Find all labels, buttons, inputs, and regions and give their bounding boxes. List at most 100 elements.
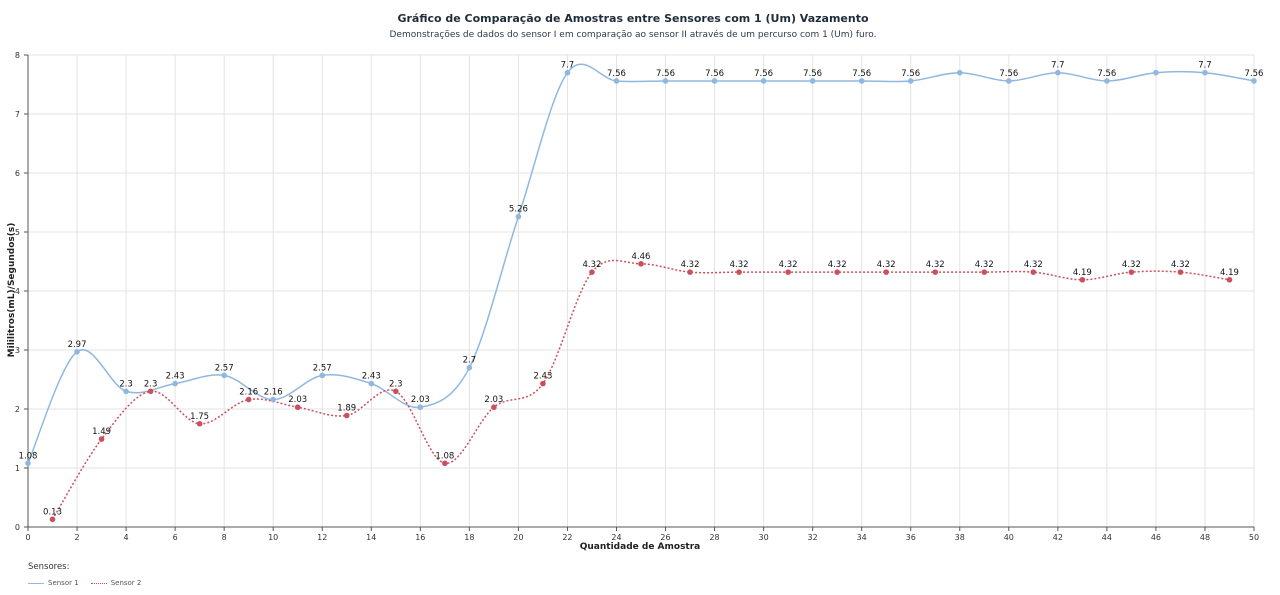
line-chart: 0 2 4 6 8 10 12 14 16 18 20 22 24 26 28 30 32 34 36 38 40 42 4… [7, 51, 1264, 552]
data-point [932, 269, 939, 275]
data-label: 4.32 [877, 260, 896, 270]
data-label: 4.32 [1171, 260, 1190, 270]
legend-label: Sensor 1 [48, 579, 79, 587]
x-tick-label: 6 [173, 533, 178, 542]
data-point [270, 396, 277, 403]
legend-item-sensor-2[interactable]: Sensor 2 [90, 579, 141, 587]
x-tick-label: 50 [1249, 533, 1259, 542]
data-point [613, 78, 620, 84]
y-tick-label: 8 [15, 51, 20, 60]
data-label: 4.32 [681, 260, 700, 270]
data-label: 2.3 [119, 379, 133, 389]
chart-title: Gráfico de Comparação de Amostras entre … [397, 12, 869, 25]
data-label: 4.46 [632, 252, 651, 262]
data-point [343, 412, 350, 419]
x-tick-label: 28 [709, 533, 719, 542]
x-tick-label: 16 [415, 533, 425, 542]
legend-item-sensor-1[interactable]: Sensor 1 [28, 579, 79, 587]
x-tick-label: 44 [1102, 533, 1112, 542]
x-tick-label: 46 [1151, 533, 1161, 542]
x-tick-label: 48 [1200, 533, 1210, 542]
x-tick-label: 22 [562, 533, 572, 542]
legend-title: Sensores: [28, 562, 70, 572]
x-tick-label: 34 [857, 533, 867, 542]
data-point [540, 380, 546, 387]
data-label: 7.56 [705, 69, 724, 79]
data-point [809, 78, 816, 84]
data-point [711, 78, 718, 84]
data-label: 7.56 [999, 69, 1018, 79]
x-axis-label: Quantidade de Amostra [580, 542, 701, 552]
x-tick-label: 30 [759, 533, 769, 542]
data-label: 2.97 [68, 340, 87, 350]
grid-lines [27, 54, 1255, 528]
y-tick-label: 4 [15, 287, 20, 296]
data-point [760, 78, 767, 84]
legend: Sensores: Sensor 1 Sensor 2 [28, 562, 141, 587]
y-tick-label: 7 [15, 110, 20, 119]
x-tick-label: 10 [268, 533, 278, 542]
data-point [442, 460, 448, 467]
data-point [1104, 78, 1110, 84]
data-point [564, 69, 571, 76]
data-label: 2.3 [389, 379, 403, 389]
x-tick-label: 18 [464, 533, 474, 542]
series-line-2 [51, 259, 1230, 520]
data-point [74, 348, 80, 355]
data-label: 4.19 [1073, 268, 1092, 278]
data-label: 2.43 [362, 372, 381, 382]
data-labels: 1.08 2.97 2.3 2.43 2.57 2.16 2.57 2.43 2.03 2.7 5.… [19, 61, 1264, 518]
data-label: 4.32 [730, 260, 749, 270]
data-label: 2.03 [411, 395, 430, 405]
data-label: 2.03 [484, 395, 503, 405]
data-point [98, 436, 105, 442]
data-label: 2.03 [288, 395, 307, 405]
x-tick-label: 36 [906, 533, 916, 542]
data-label: 4.32 [779, 260, 798, 270]
y-tick-label: 1 [15, 464, 20, 473]
data-point [858, 78, 865, 84]
data-point [1177, 269, 1184, 275]
data-label: 7.56 [901, 69, 920, 79]
data-point [907, 78, 914, 84]
data-label: 2.43 [533, 372, 552, 382]
data-label: 5.26 [509, 205, 528, 215]
legend-swatch-icon [90, 582, 107, 584]
data-point [147, 388, 154, 395]
data-point [1226, 276, 1233, 283]
data-point [981, 269, 988, 275]
data-label: 7.56 [852, 69, 871, 79]
data-label: 1.08 [435, 451, 454, 461]
data-point [49, 516, 56, 523]
data-label: 4.19 [1220, 268, 1239, 278]
data-point [25, 460, 31, 467]
data-label: 1.49 [92, 427, 111, 437]
data-point [393, 388, 399, 395]
data-point [1202, 69, 1208, 76]
legend-swatch-icon [28, 582, 44, 584]
data-point [1128, 269, 1135, 275]
data-label: 1.08 [19, 451, 38, 461]
data-label: 2.57 [313, 363, 332, 373]
data-point [1079, 276, 1086, 283]
data-point [1251, 78, 1257, 84]
data-point [736, 269, 742, 275]
x-tick-label: 14 [366, 533, 376, 542]
data-label: 4.32 [1122, 260, 1141, 270]
y-tick-label: 3 [15, 346, 20, 355]
data-label: 2.57 [215, 363, 234, 373]
data-point [589, 269, 595, 275]
data-label: 2.3 [144, 379, 158, 389]
data-label: 7.7 [561, 61, 575, 71]
data-point [221, 372, 227, 379]
data-label: 7.56 [607, 69, 626, 79]
data-label: 7.56 [803, 69, 822, 79]
data-point [1006, 78, 1012, 84]
data-label: 0.13 [43, 507, 62, 517]
data-label: 2.7 [463, 356, 477, 366]
data-point [1153, 69, 1159, 76]
series-lines [27, 63, 1255, 520]
x-tick-label: 32 [808, 533, 818, 542]
data-point [662, 78, 669, 84]
x-tick-label: 20 [513, 533, 523, 542]
